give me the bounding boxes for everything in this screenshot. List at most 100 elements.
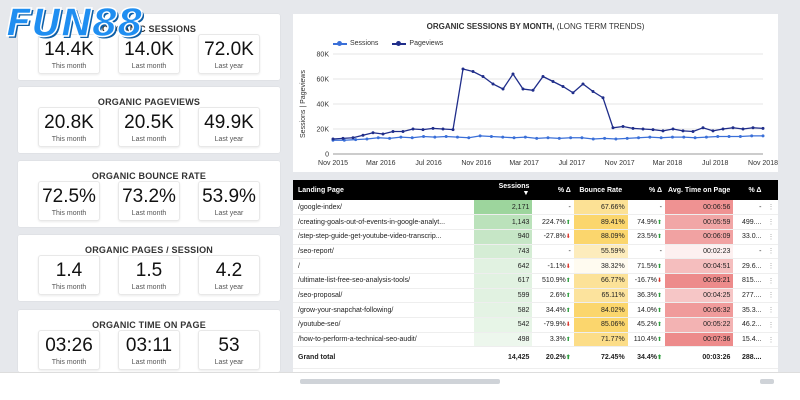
- kpi-metric-box: 03:11 Last month: [118, 330, 180, 370]
- data-point-sessions: [603, 136, 607, 140]
- data-point-sessions: [648, 135, 652, 139]
- col-avg-time[interactable]: Avg. Time on Page: [664, 180, 734, 200]
- series-line-pageviews: [332, 68, 764, 140]
- sessions-swatch-icon: [333, 40, 347, 46]
- x-tick-label: Nov 2016: [461, 160, 491, 167]
- kpi-value: 03:26: [45, 335, 93, 356]
- data-point-sessions: [523, 135, 527, 139]
- data-point-sessions: [557, 136, 561, 140]
- x-tick-label: Mar 2017: [509, 160, 539, 167]
- kpi-metric-box: 72.5% This month: [38, 181, 100, 221]
- bounce-change-cell: -16.7%⬇: [627, 273, 665, 289]
- data-point-pageviews: [631, 126, 635, 130]
- kpi-card-1: ORGANIC PAGEVIEWS 20.8K This month 20.5K Las…: [18, 87, 280, 153]
- kpi-value: 73.2%: [122, 186, 176, 207]
- sessions-change-cell: -1.1%⬇: [532, 258, 574, 274]
- x-tick-label: Nov 2018: [748, 160, 778, 167]
- landing-page-cell[interactable]: /google-index/: [293, 200, 475, 216]
- sessions-change-cell: 224.7%⬆: [532, 214, 574, 230]
- avg-time-cell: 00:05:59: [664, 214, 734, 230]
- col-bounce-rate[interactable]: Bounce Rate: [573, 180, 628, 200]
- landing-page-cell[interactable]: /: [293, 258, 475, 274]
- x-tick-label: Nov 2015: [318, 160, 348, 167]
- kpi-metric-box: 53 Last year: [198, 330, 260, 370]
- data-point-sessions: [761, 134, 765, 138]
- kpi-value: 53: [218, 335, 240, 356]
- col-bounce-change[interactable]: % Δ: [627, 180, 665, 200]
- table-row[interactable]: /seo-report/743-55.59% -00:02:23- ⋮: [293, 244, 778, 260]
- time-change-cell: 29.6...: [733, 258, 765, 274]
- x-tick-label: Jul 2016: [415, 160, 442, 167]
- data-point-sessions: [388, 136, 392, 140]
- data-point-pageviews: [741, 127, 745, 131]
- data-point-sessions: [682, 135, 686, 139]
- kpi-metric-box: 73.2% Last month: [118, 181, 180, 221]
- bounce-rate-cell: 67.66%: [573, 200, 628, 216]
- table-header-row: Landing Page Sessions ▼ % Δ Bounce Rate %…: [293, 180, 778, 200]
- sessions-cell: 498: [474, 332, 533, 348]
- table-row[interactable]: /step-step-guide-get-youtube-video-trans…: [293, 229, 778, 245]
- data-point-sessions: [365, 137, 369, 141]
- col-sessions-change[interactable]: % Δ: [532, 180, 574, 200]
- legend-item-sessions[interactable]: Sessions: [333, 40, 378, 47]
- data-point-sessions: [569, 136, 573, 140]
- data-point-pageviews: [491, 82, 495, 86]
- table-row[interactable]: /grow-your-snapchat-following/582 34.4%⬆ 8…: [293, 302, 778, 318]
- col-sessions[interactable]: Sessions ▼: [474, 180, 533, 200]
- col-time-change[interactable]: % Δ: [733, 180, 765, 200]
- time-change-cell: 499....: [733, 214, 765, 230]
- kpi-metric-row: 20.8K This month 20.5K Last month 49.9K Last …: [18, 107, 280, 147]
- landing-page-cell[interactable]: /seo-report/: [293, 244, 475, 260]
- y-tick-label: 20K: [317, 127, 330, 134]
- table-row[interactable]: /creating-goals-out-of-events-in-google-…: [293, 214, 778, 230]
- kpi-metric-box: 1.5 Last month: [118, 255, 180, 295]
- kpi-card-title: ORGANIC BOUNCE RATE: [91, 171, 207, 181]
- col-landing-page[interactable]: Landing Page: [293, 180, 475, 200]
- kpi-metric-box: 4.2 Last year: [198, 255, 260, 295]
- table-row[interactable]: /642 -1.1%⬇ 38.32% 71.5%⬆ 00:04:51 29.6... ⋮: [293, 258, 778, 274]
- sessions-change-cell: -: [532, 200, 574, 216]
- kpi-metric-row: 14.4K This month 14.0K Last month 72.0K Last …: [18, 34, 280, 74]
- kpi-value: 1.5: [135, 260, 163, 281]
- avg-time-cell: 00:07:36: [664, 332, 734, 348]
- table-row[interactable]: /google-index/2,171-67.66% -00:06:56- ⋮: [293, 200, 778, 216]
- data-point-pageviews: [611, 126, 615, 130]
- landing-page-cell[interactable]: /creating-goals-out-of-events-in-google-…: [293, 214, 475, 230]
- data-point-sessions: [693, 136, 697, 140]
- kpi-period-label: Last month: [131, 359, 167, 366]
- row-scroll-icon: ⋮: [764, 244, 778, 260]
- landing-page-cell[interactable]: /ultimate-list-free-seo-analysis-tools/: [293, 273, 475, 289]
- data-point-pageviews: [751, 126, 755, 130]
- landing-page-cell[interactable]: /youtube-seo/: [293, 317, 475, 333]
- data-point-pageviews: [331, 137, 335, 141]
- table-row[interactable]: /how-to-perform-a-technical-seo-audit/49…: [293, 332, 778, 348]
- data-point-pageviews: [461, 67, 465, 71]
- data-point-pageviews: [361, 133, 365, 137]
- data-point-sessions: [704, 135, 708, 139]
- total-sessions-change: 20.2%⬆: [532, 346, 574, 370]
- kpi-period-label: This month: [51, 210, 87, 217]
- table-row[interactable]: /ultimate-list-free-seo-analysis-tools/6…: [293, 273, 778, 289]
- avg-time-cell: 00:06:09: [664, 229, 734, 245]
- total-bounce-rate: 72.45%: [573, 346, 628, 370]
- grand-total-label: Grand total: [293, 346, 475, 370]
- data-point-pageviews: [711, 129, 715, 133]
- landing-page-cell[interactable]: /seo-proposal/: [293, 288, 475, 304]
- landing-page-cell[interactable]: /grow-your-snapchat-following/: [293, 302, 475, 318]
- pageviews-swatch-icon: [392, 40, 407, 46]
- legend-item-pageviews[interactable]: Pageviews: [392, 40, 443, 47]
- data-point-sessions: [467, 136, 471, 140]
- table-row[interactable]: /youtube-seo/542 -79.9%⬇ 85.06% 45.2%⬆ 00:05…: [293, 317, 778, 333]
- bounce-change-cell: 71.5%⬆: [627, 258, 665, 274]
- landing-page-cell[interactable]: /how-to-perform-a-technical-seo-audit/: [293, 332, 475, 348]
- data-point-sessions: [625, 136, 629, 140]
- data-point-pageviews: [681, 129, 685, 133]
- table-row[interactable]: /seo-proposal/599 2.6%⬆ 65.11% 36.3%⬆ 00:04:…: [293, 288, 778, 304]
- data-point-pageviews: [571, 91, 575, 95]
- x-tick-label: Jul 2018: [702, 160, 729, 167]
- avg-time-cell: 00:09:21: [664, 273, 734, 289]
- landing-page-cell[interactable]: /step-step-guide-get-youtube-video-trans…: [293, 229, 475, 245]
- total-time-change: 288....: [733, 346, 765, 370]
- bounce-change-cell: 23.5%⬆: [627, 229, 665, 245]
- fun88-logo: FUN88: [5, 0, 144, 46]
